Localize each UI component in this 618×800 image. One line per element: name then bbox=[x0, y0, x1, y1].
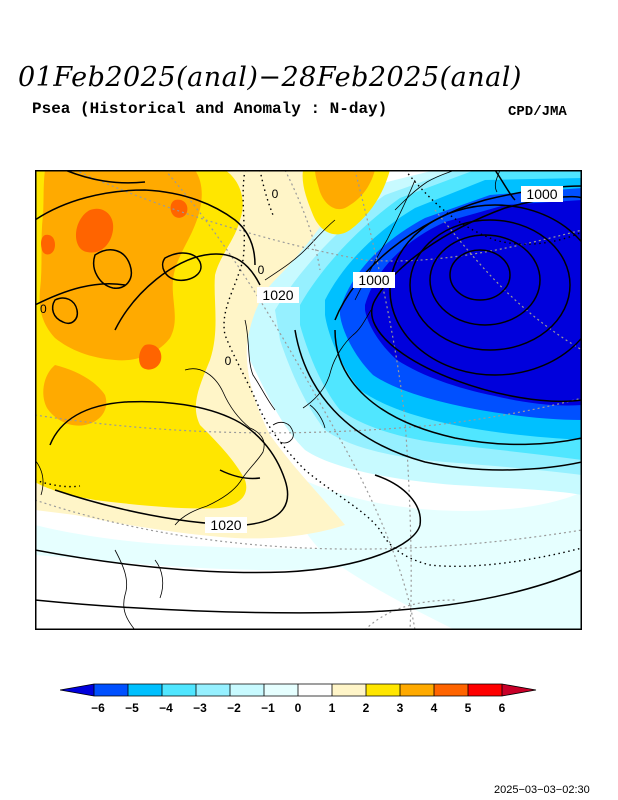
colorbar-cell-p0 bbox=[298, 684, 332, 696]
colorbar-tick: −6 bbox=[91, 701, 105, 715]
anomaly-region-p4-b bbox=[139, 344, 162, 370]
graticule bbox=[35, 170, 582, 630]
label-box-low-inner bbox=[353, 272, 395, 288]
map-frame bbox=[35, 170, 582, 630]
anomaly-region-p4-d bbox=[170, 199, 188, 218]
colorbar-cell-p2 bbox=[366, 684, 400, 696]
colorbar-cell-p5 bbox=[468, 684, 502, 696]
contour-label-zero-d: 0 bbox=[272, 187, 279, 201]
colorbar-tick: −4 bbox=[159, 701, 173, 715]
colorbar-tick: −2 bbox=[227, 701, 241, 715]
contour-label-high-mid: 1020 bbox=[262, 287, 293, 303]
colorbar-tick: 0 bbox=[295, 701, 302, 715]
colorbar-tick: −5 bbox=[125, 701, 139, 715]
colorbar-svg: −6 −5 −4 −3 −2 −1 0 1 2 3 4 5 6 bbox=[59, 683, 537, 715]
anomaly-region-p4 bbox=[75, 208, 114, 253]
colorbar-tick: 4 bbox=[431, 701, 438, 715]
colorbar-tick-labels: −6 −5 −4 −3 −2 −1 0 1 2 3 4 5 6 bbox=[91, 701, 506, 715]
colorbar-tick: −1 bbox=[261, 701, 275, 715]
colorbar-cell-m5 bbox=[94, 684, 128, 696]
colorbar-legend: −6 −5 −4 −3 −2 −1 0 1 2 3 4 5 6 bbox=[59, 682, 538, 718]
label-box-low-outer bbox=[521, 186, 563, 202]
contour-label-high-south: 1020 bbox=[210, 517, 241, 533]
colorbar-tick: 3 bbox=[397, 701, 404, 715]
colorbar-tick: 2 bbox=[363, 701, 370, 715]
colorbar-left-arrow bbox=[60, 684, 94, 696]
colorbar-tick: −3 bbox=[193, 701, 207, 715]
colorbar-cell-m0 bbox=[264, 684, 298, 696]
zero-contours bbox=[35, 170, 582, 567]
anomaly-region-m0-south bbox=[35, 525, 435, 570]
contour-label-group: 1000 1000 1020 1020 0 0 0 0 bbox=[40, 186, 563, 533]
label-box-high-south bbox=[205, 517, 247, 533]
colorbar-cell-m3 bbox=[162, 684, 196, 696]
colorbar-cell-m4 bbox=[128, 684, 162, 696]
colorbar-tick: 5 bbox=[465, 701, 472, 715]
isobars bbox=[35, 170, 582, 614]
colorbar-cell-p3 bbox=[400, 684, 434, 696]
anomaly-region-p3-b bbox=[43, 365, 107, 426]
contour-label-low-inner: 1000 bbox=[358, 272, 389, 288]
colorbar-cell-p4 bbox=[434, 684, 468, 696]
contour-label-low-outer: 1000 bbox=[526, 186, 557, 202]
colorbar-cells bbox=[94, 684, 502, 696]
colorbar-cell-m2 bbox=[196, 684, 230, 696]
map-subtitle: Psea (Historical and Anomaly : N-day) bbox=[32, 100, 388, 118]
colorbar-tick: 6 bbox=[499, 701, 506, 715]
pressure-anomaly-map: 1000 1000 1020 1020 0 0 0 0 bbox=[35, 170, 582, 630]
anomaly-region-p3-north bbox=[315, 170, 375, 210]
anomaly-region-p3 bbox=[39, 170, 202, 361]
credit-label: CPD/JMA bbox=[508, 104, 567, 120]
map-canvas: 1000 1000 1020 1020 0 0 0 0 bbox=[35, 170, 582, 630]
anomaly-region-p4-c bbox=[41, 234, 55, 255]
colorbar-outline bbox=[59, 683, 537, 697]
timestamp-label: 2025−03−03−02:30 bbox=[494, 784, 590, 796]
label-box-high-mid bbox=[257, 287, 299, 303]
colorbar-right-arrow bbox=[502, 684, 536, 696]
colorbar-cell-p1 bbox=[332, 684, 366, 696]
page-title: 01Feb2025(anal)−28Feb2025(anal) bbox=[18, 62, 522, 93]
colorbar-tick: 1 bbox=[329, 701, 336, 715]
contour-label-zero-a: 0 bbox=[258, 263, 265, 277]
contour-label-zero-c: 0 bbox=[40, 302, 47, 316]
colorbar-cell-m1 bbox=[230, 684, 264, 696]
contour-label-zero-b: 0 bbox=[225, 354, 232, 368]
